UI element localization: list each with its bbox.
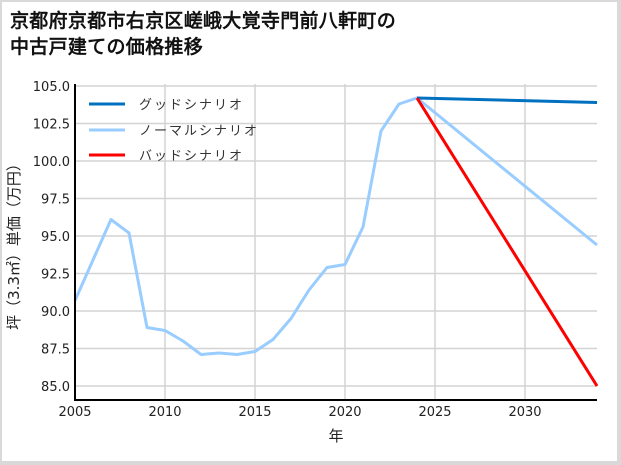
series-line-good (416, 96, 598, 104)
legend-label-bad: バッドシナリオ (139, 149, 244, 164)
legend-item-good: グッドシナリオ (89, 98, 244, 113)
x-tick-label: 2030 (508, 405, 541, 420)
x-tick-label: 2025 (418, 405, 451, 420)
x-tick-label: 2005 (58, 405, 91, 420)
y-tick-label: 105.0 (33, 80, 70, 95)
y-tick-label: 85.0 (41, 380, 70, 395)
y-tick-label: 92.5 (41, 268, 70, 283)
series-line-normal (73, 96, 598, 356)
y-tick-label: 90.0 (41, 305, 70, 320)
axes (74, 84, 597, 401)
y-tick-label: 97.5 (41, 193, 70, 208)
grid-lines (74, 84, 597, 400)
legend-label-normal: ノーマルシナリオ (139, 124, 259, 139)
series-line-bad (415, 97, 599, 387)
x-tick-labels: 2005 2010 2015 2020 2025 2030 (58, 405, 541, 420)
chart-title: 京都府京都市右京区嵯峨大覚寺門前八軒町の 中古戸建ての価格推移 (10, 10, 397, 58)
legend-item-normal: ノーマルシナリオ (89, 124, 259, 139)
x-tick-label: 2010 (148, 405, 181, 420)
y-tick-label: 102.5 (33, 118, 70, 133)
y-axis-label: 坪（3.3㎡）単価（万円） (5, 156, 23, 330)
legend-item-bad: バッドシナリオ (89, 149, 244, 164)
x-tick-label: 2015 (238, 405, 271, 420)
x-axis-label: 年 (328, 427, 343, 445)
legend: グッドシナリオ ノーマルシナリオ バッドシナリオ (89, 98, 259, 164)
y-tick-label: 95.0 (41, 230, 70, 245)
legend-label-good: グッドシナリオ (139, 98, 244, 113)
y-tick-label: 100.0 (33, 155, 70, 170)
y-tick-label: 87.5 (41, 343, 70, 358)
data-series (73, 96, 599, 387)
x-tick-label: 2020 (328, 405, 361, 420)
y-tick-labels: 85.0 87.5 90.0 92.5 95.0 97.5 100.0 102.5 105.0 (33, 80, 70, 395)
